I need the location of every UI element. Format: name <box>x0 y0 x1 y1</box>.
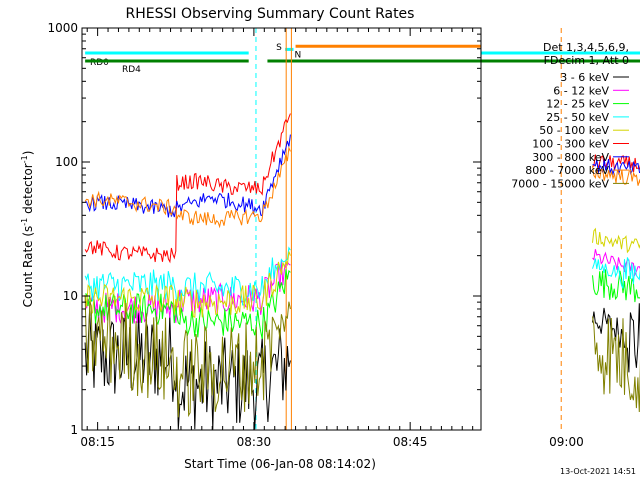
status-label-n: N <box>294 50 301 60</box>
x-tick-label-1: 08:30 <box>237 435 272 449</box>
legend-label-1: 6 - 12 keV <box>553 84 609 97</box>
y-tick-label-0: 1 <box>70 423 78 437</box>
legend-label-7: 800 - 7000 keV <box>525 164 609 177</box>
y-axis-label-exponent: -1 <box>20 218 29 226</box>
status-label-s: S <box>276 43 282 53</box>
legend-header-0: Det 1,3,4,5,6,9, <box>543 41 629 54</box>
y-axis-label: Count Rate (s-1 detector-1) <box>20 151 35 308</box>
legend-header-1: FDecim 1, Att 0 <box>544 54 629 67</box>
legend-label-8: 7000 - 15000 keV <box>511 177 609 190</box>
x-axis-label: Start Time (06-Jan-08 08:14:02) <box>184 457 376 471</box>
legend-label-4: 50 - 100 keV <box>539 124 609 137</box>
y-tick-label-1: 10 <box>63 289 78 303</box>
legend-label-0: 3 - 6 keV <box>560 71 609 84</box>
y-tick-label-2: 100 <box>55 155 78 169</box>
plot-frame <box>81 27 482 431</box>
legend: Det 1,3,4,5,6,9,FDecim 1, Att 0 3 - 6 keV… <box>511 41 629 190</box>
y-tick-label-3: 1000 <box>47 21 78 35</box>
x-tick-label-2: 08:45 <box>393 435 428 449</box>
legend-label-3: 25 - 50 keV <box>546 111 609 124</box>
series-line-7-0 <box>84 145 291 229</box>
data-series <box>84 113 640 430</box>
status-bars: RD0 RD4 S N <box>85 43 640 75</box>
chart-title: RHESSI Observing Summary Count Rates <box>126 6 415 22</box>
status-label-rd0: RD0 <box>90 58 109 68</box>
y-axis-label-middle: detector <box>21 163 35 218</box>
series-line-8-0 <box>84 295 291 418</box>
legend-label-5: 100 - 300 keV <box>532 138 609 151</box>
x-tick-label-3: 09:00 <box>549 435 584 449</box>
series-line-5-0 <box>84 113 291 264</box>
y-axis-ticks: 1 10 100 1000 <box>47 21 481 437</box>
vertical-markers <box>255 28 562 430</box>
legend-label-6: 300 - 800 keV <box>532 151 609 164</box>
y-axis-label-main: Count Rate (s <box>21 226 35 308</box>
y-axis-label-exponent-2: -1 <box>20 155 29 163</box>
series-line-3-0 <box>84 246 291 306</box>
series-line-4-0 <box>84 251 291 318</box>
y-axis-label-end: ) <box>21 151 35 156</box>
status-label-rd4: RD4 <box>122 65 141 75</box>
series-line-1-0 <box>84 259 291 324</box>
series-line-6-0 <box>85 134 291 218</box>
generation-timestamp: 13-Oct-2021 14:51 <box>560 467 636 476</box>
x-tick-label-0: 08:15 <box>80 435 115 449</box>
legend-label-2: 12 - 25 keV <box>546 98 609 111</box>
